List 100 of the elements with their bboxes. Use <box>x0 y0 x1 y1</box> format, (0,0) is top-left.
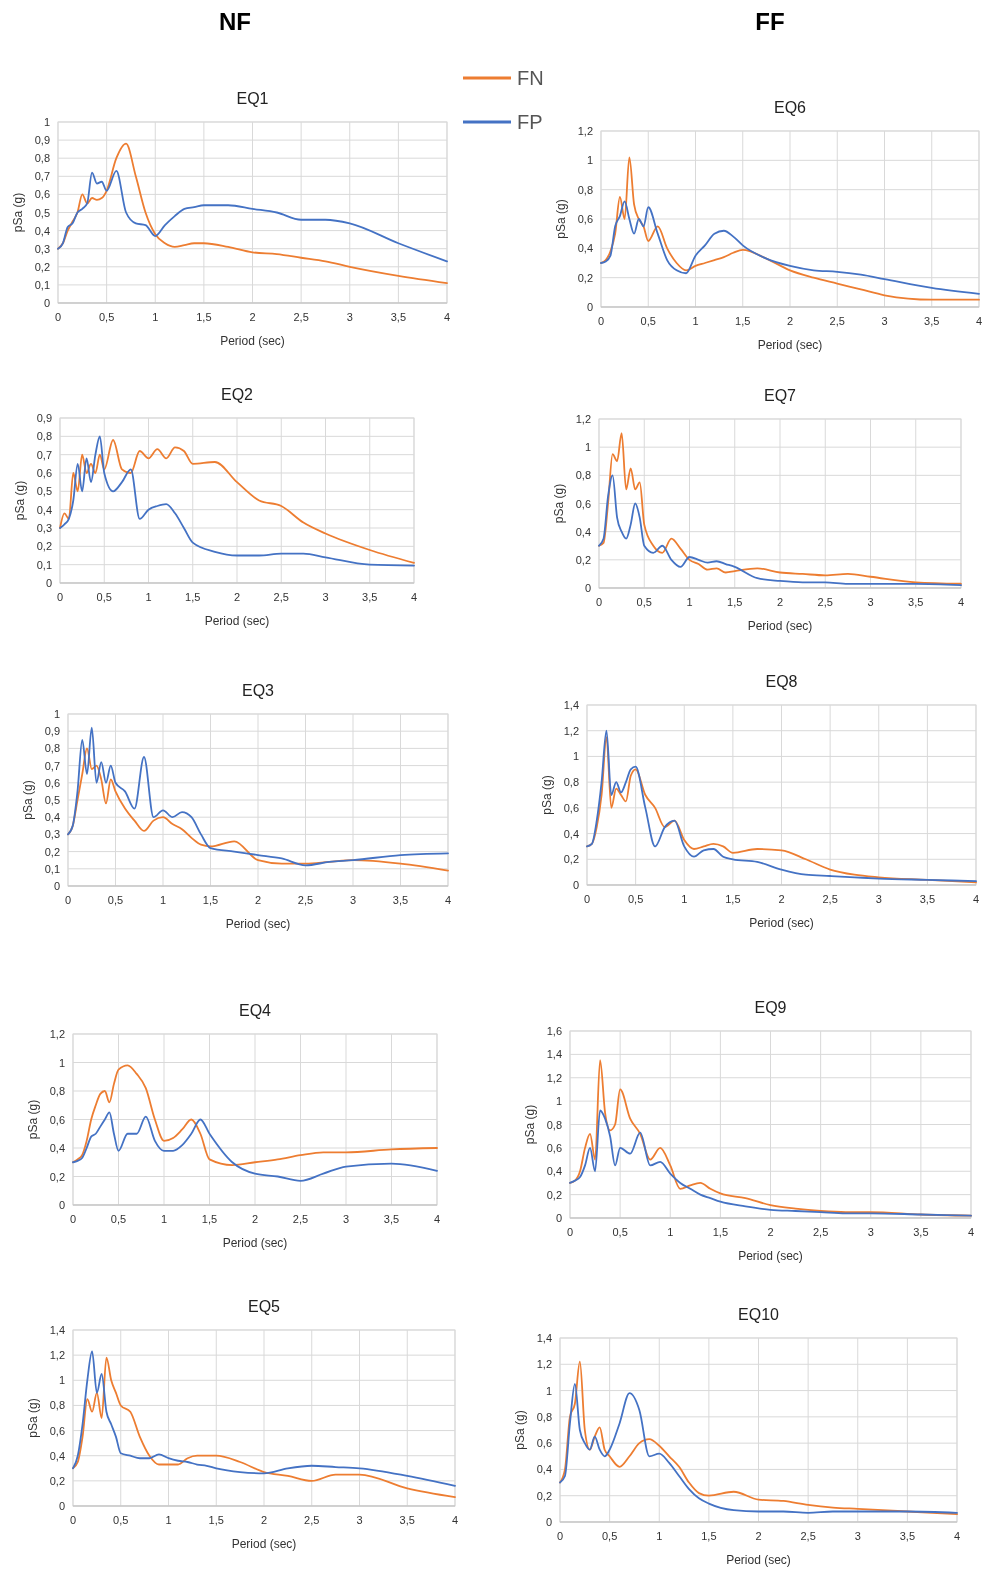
x-tick-label: 3 <box>356 1514 363 1526</box>
x-tick-label: 3,5 <box>362 591 378 603</box>
x-axis-title: Period (sec) <box>738 1249 803 1263</box>
x-tick-label: 4 <box>433 1213 441 1225</box>
x-tick-label: 3 <box>346 311 353 323</box>
x-tick-label: 2 <box>786 315 794 327</box>
y-axis-title: pSa (g) <box>552 483 566 524</box>
x-tick-label: 2,5 <box>817 596 833 608</box>
x-tick-label: 0,5 <box>636 596 652 608</box>
x-tick-label: 0,5 <box>612 1226 628 1238</box>
x-axis-title: Period (sec) <box>747 619 813 633</box>
x-tick-label: 4 <box>451 1514 459 1526</box>
y-tick-label: 0,2 <box>44 845 60 858</box>
y-tick-label: 0,7 <box>36 448 52 461</box>
x-tick-label: 4 <box>975 315 982 327</box>
y-tick-label: 0,5 <box>44 794 60 806</box>
x-tick-label: 1,5 <box>735 315 751 327</box>
y-tick-label: 0,6 <box>563 801 579 814</box>
x-tick-label: 0 <box>597 315 605 327</box>
y-tick-label: 0,8 <box>536 1410 552 1423</box>
x-tick-label: 1,5 <box>725 893 741 905</box>
y-tick-label: 0,5 <box>34 206 50 219</box>
x-tick-label: 4 <box>972 893 980 905</box>
y-tick-label: 0 <box>43 297 50 309</box>
y-axis-title: pSa (g) <box>13 480 27 521</box>
y-tick-label: 0,4 <box>563 827 579 840</box>
x-tick-label: 2 <box>254 894 262 906</box>
y-axis-title: pSa (g) <box>540 775 554 815</box>
y-tick-label: 0,1 <box>36 558 52 571</box>
x-tick-label: 2 <box>249 311 256 323</box>
line-series <box>67 726 449 867</box>
y-tick-label: 0,6 <box>36 467 52 479</box>
x-tick-label: 3,5 <box>908 596 924 608</box>
line-series <box>57 169 448 263</box>
y-tick-label: 0,8 <box>49 1399 65 1412</box>
x-tick-label: 1 <box>656 1530 663 1542</box>
x-tick-label: 1,5 <box>202 894 219 906</box>
y-tick-label: 0,6 <box>49 1113 65 1126</box>
x-tick-label: 2 <box>233 591 241 603</box>
x-tick-label: 1,5 <box>201 1213 218 1225</box>
y-tick-label: 1,2 <box>575 413 591 425</box>
y-tick-label: 0,4 <box>49 1142 65 1154</box>
x-axis-title: Period (sec) <box>220 334 285 348</box>
y-tick-label: 0,3 <box>34 242 50 255</box>
x-tick-label: 0 <box>595 596 603 608</box>
x-tick-label: 0,5 <box>640 315 656 327</box>
x-tick-label: 4 <box>953 1530 961 1542</box>
x-tick-label: 4 <box>443 311 451 323</box>
chart-title: EQ1 <box>236 90 269 107</box>
y-tick-label: 0,4 <box>575 525 591 538</box>
y-axis-title: pSa (g) <box>26 1099 40 1140</box>
x-tick-label: 0 <box>69 1514 77 1526</box>
chart-title: EQ8 <box>765 673 798 690</box>
line-series <box>72 1064 438 1166</box>
y-tick-label: 0,8 <box>49 1085 65 1097</box>
y-tick-label: 1 <box>586 154 593 167</box>
x-tick-label: 0,5 <box>98 311 115 323</box>
y-tick-label: 0 <box>45 577 52 589</box>
y-tick-label: 0,2 <box>563 853 579 866</box>
chart-title: EQ2 <box>220 386 254 403</box>
x-tick-label: 0,5 <box>107 894 124 906</box>
x-axis-title: Period (sec) <box>231 1537 297 1551</box>
y-tick-label: 0,9 <box>34 134 50 147</box>
x-tick-label: 1 <box>692 315 699 327</box>
x-axis-title: Period (sec) <box>749 916 814 930</box>
x-tick-label: 3,5 <box>919 893 936 905</box>
x-axis-title: Period (sec) <box>225 917 291 931</box>
y-tick-label: 0,8 <box>563 776 579 789</box>
chart-title: EQ6 <box>773 99 807 116</box>
x-tick-label: 2,5 <box>292 1213 309 1225</box>
y-tick-label: 1,2 <box>563 724 579 737</box>
y-tick-label: 0,4 <box>546 1165 562 1178</box>
y-tick-label: 1,2 <box>49 1349 65 1362</box>
y-tick-label: 1,4 <box>49 1324 65 1336</box>
y-tick-label: 0 <box>58 1199 65 1211</box>
x-tick-label: 3,5 <box>924 315 940 327</box>
x-tick-label: 2 <box>755 1530 762 1542</box>
y-tick-label: 0,8 <box>575 469 591 482</box>
x-tick-label: 2,5 <box>293 311 309 323</box>
x-tick-label: 1,5 <box>208 1514 224 1526</box>
x-tick-label: 3 <box>867 596 874 608</box>
chart-title: EQ10 <box>738 1306 780 1323</box>
y-tick-label: 0,6 <box>546 1141 562 1154</box>
x-tick-label: 4 <box>957 596 965 608</box>
y-tick-label: 0,6 <box>577 213 593 225</box>
y-axis-title: pSa (g) <box>11 192 25 233</box>
x-tick-label: 2,5 <box>304 1514 320 1526</box>
y-tick-label: 0,4 <box>34 224 50 237</box>
x-tick-label: 2 <box>776 596 784 608</box>
y-tick-label: 0 <box>584 582 591 594</box>
y-tick-label: 0 <box>58 1500 65 1512</box>
x-tick-label: 3 <box>875 893 882 905</box>
x-tick-label: 2,5 <box>822 893 838 905</box>
chart-title: EQ3 <box>241 682 275 699</box>
y-tick-label: 0,8 <box>34 152 50 165</box>
y-tick-label: 0,7 <box>34 170 50 183</box>
y-tick-label: 0,6 <box>536 1437 552 1450</box>
x-tick-label: 1,5 <box>712 1226 729 1238</box>
x-tick-label: 2 <box>251 1213 259 1225</box>
x-axis-title: Period (sec) <box>757 338 823 352</box>
